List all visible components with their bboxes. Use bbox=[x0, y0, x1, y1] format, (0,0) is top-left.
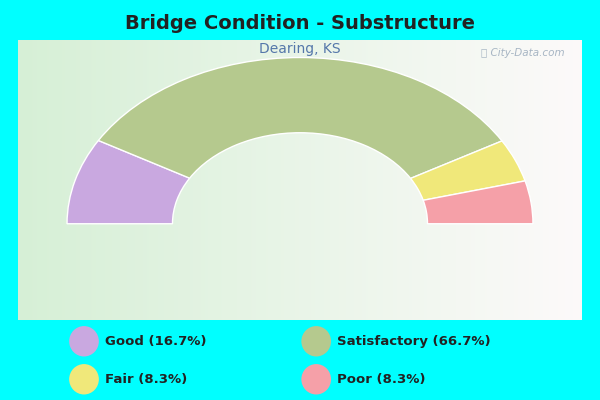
Text: Satisfactory (66.7%): Satisfactory (66.7%) bbox=[337, 335, 490, 348]
Text: Poor (8.3%): Poor (8.3%) bbox=[337, 373, 425, 386]
Ellipse shape bbox=[301, 326, 331, 356]
Ellipse shape bbox=[301, 364, 331, 394]
Ellipse shape bbox=[69, 364, 99, 394]
Wedge shape bbox=[410, 141, 525, 200]
Text: Bridge Condition - Substructure: Bridge Condition - Substructure bbox=[125, 14, 475, 33]
Text: Fair (8.3%): Fair (8.3%) bbox=[104, 373, 187, 386]
Ellipse shape bbox=[69, 326, 99, 356]
Wedge shape bbox=[98, 58, 502, 178]
Wedge shape bbox=[67, 140, 190, 224]
Text: Good (16.7%): Good (16.7%) bbox=[104, 335, 206, 348]
Text: ⓘ City-Data.com: ⓘ City-Data.com bbox=[481, 48, 565, 58]
Text: Dearing, KS: Dearing, KS bbox=[259, 42, 341, 56]
Wedge shape bbox=[423, 181, 533, 224]
